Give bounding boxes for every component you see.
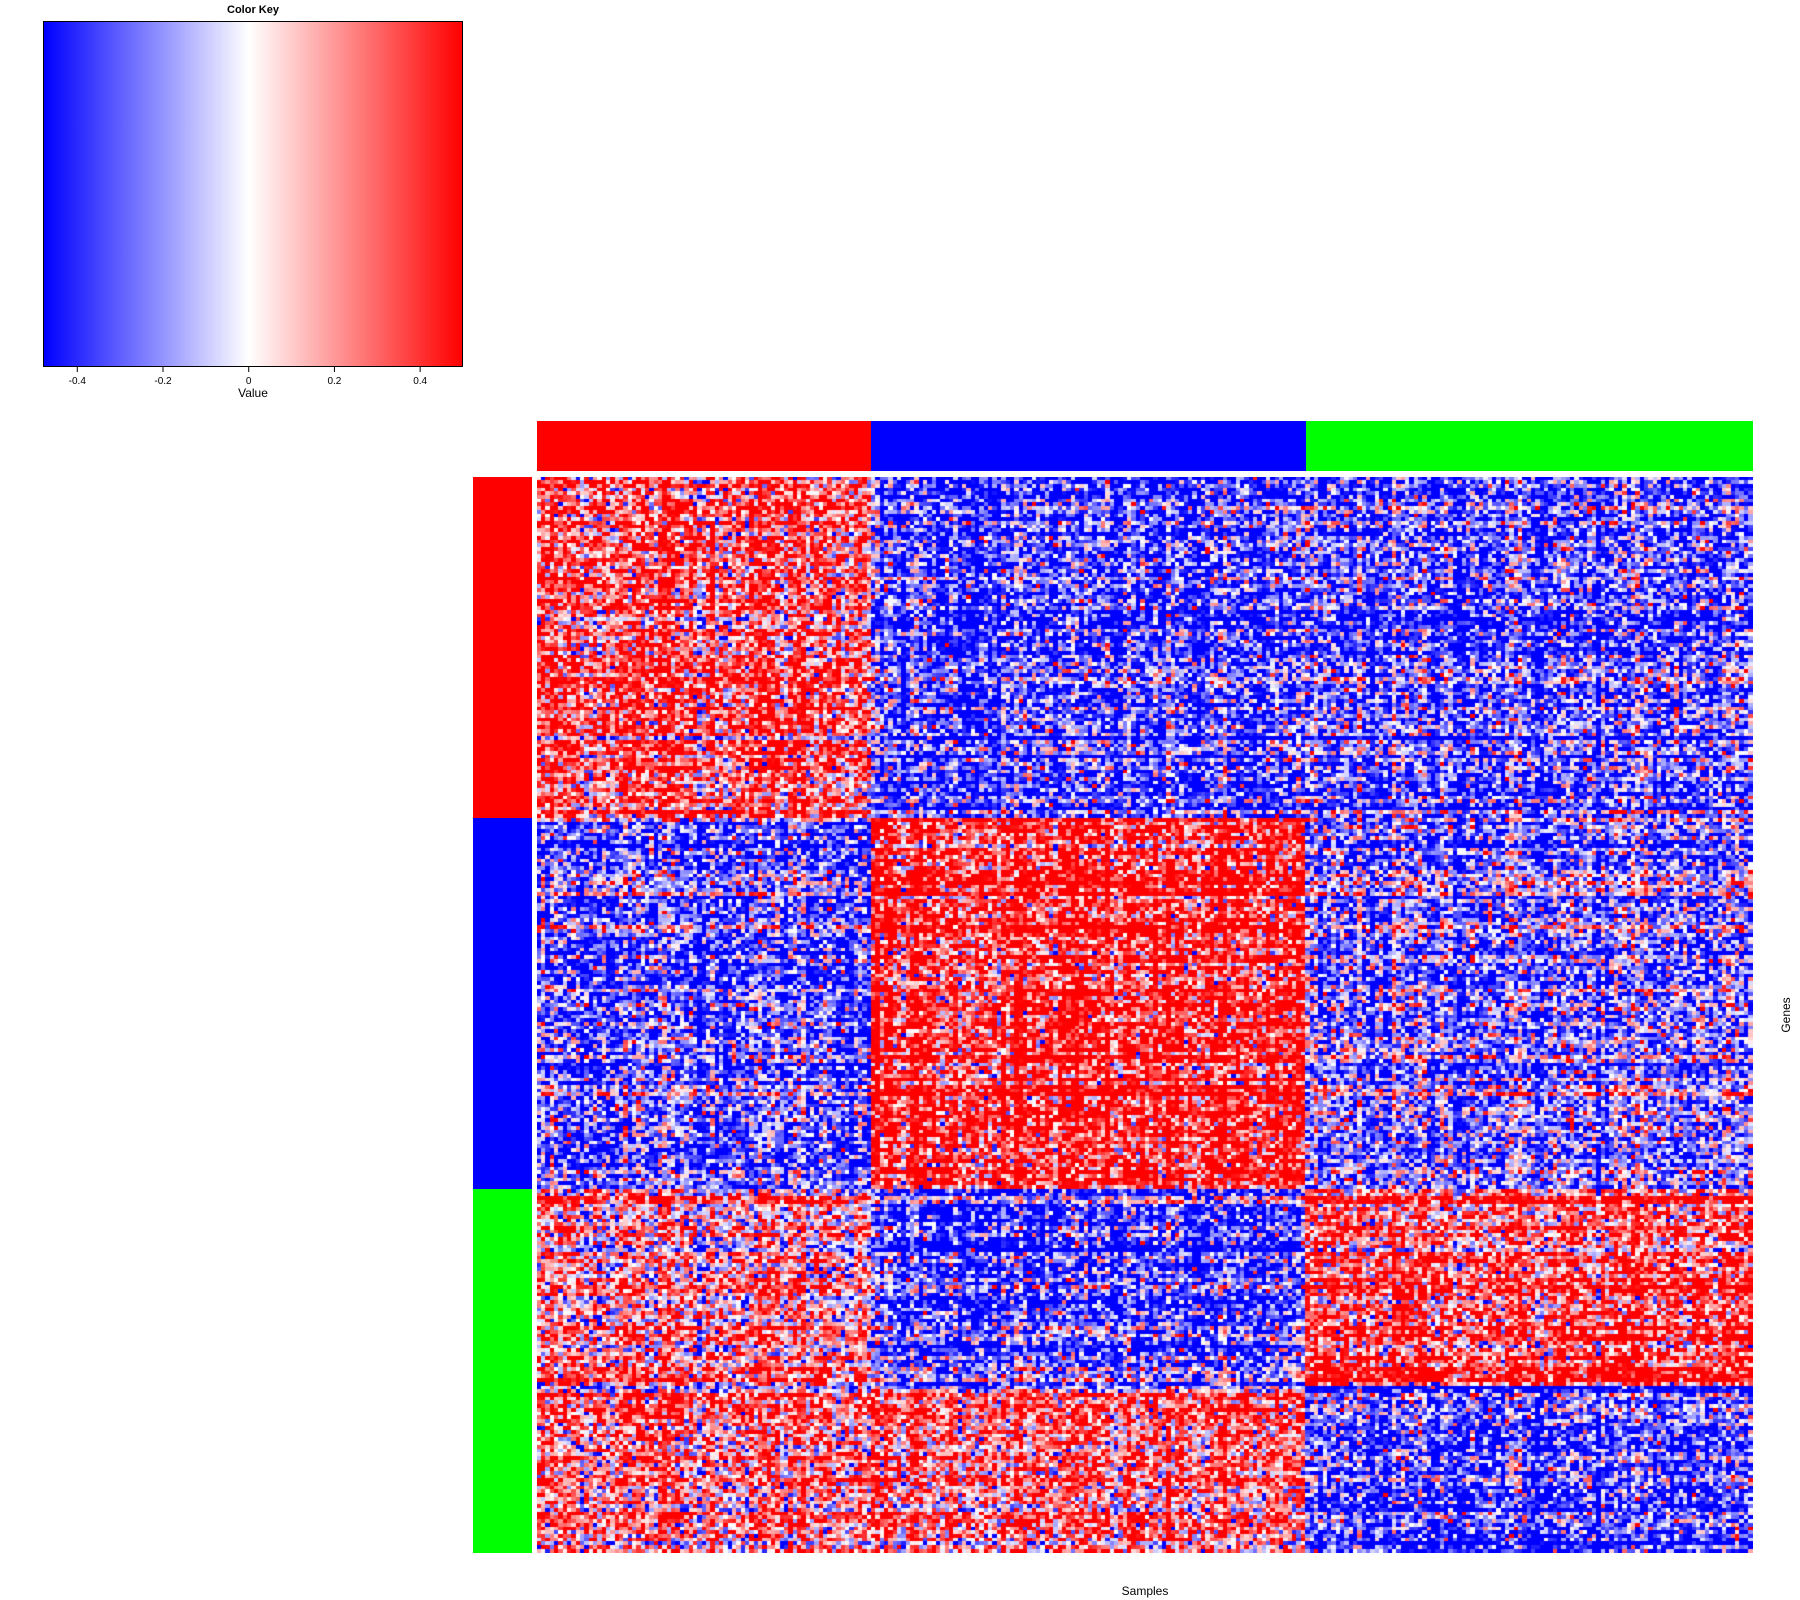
color-key-axis: -0.4 -0.2 0 0.2 0.4 — [69, 367, 428, 387]
color-key-tick-label: 0.4 — [413, 376, 427, 387]
heatmap-grid — [537, 477, 1753, 1553]
sample-group-bar — [537, 421, 1753, 471]
color-key-gradient — [43, 21, 463, 367]
gene-group-bar — [473, 477, 532, 1553]
sample-group-2 — [871, 421, 1306, 471]
color-key-xlabel: Value — [238, 386, 268, 400]
sample-group-1 — [537, 421, 872, 471]
color-key-tick-label: -0.2 — [154, 376, 172, 387]
color-key-title: Color Key — [227, 4, 279, 16]
y-axis-label: Genes — [1779, 997, 1793, 1033]
color-key-tick-label: 0 — [246, 376, 252, 387]
color-key-tick-label: -0.4 — [69, 376, 87, 387]
color-key-tick-label: 0.2 — [327, 376, 341, 387]
gene-group-3 — [473, 1189, 532, 1553]
gene-group-1 — [473, 477, 532, 819]
gene-group-2 — [473, 818, 532, 1190]
x-axis-label: Samples — [1121, 1584, 1169, 1598]
sample-group-3 — [1305, 421, 1753, 471]
